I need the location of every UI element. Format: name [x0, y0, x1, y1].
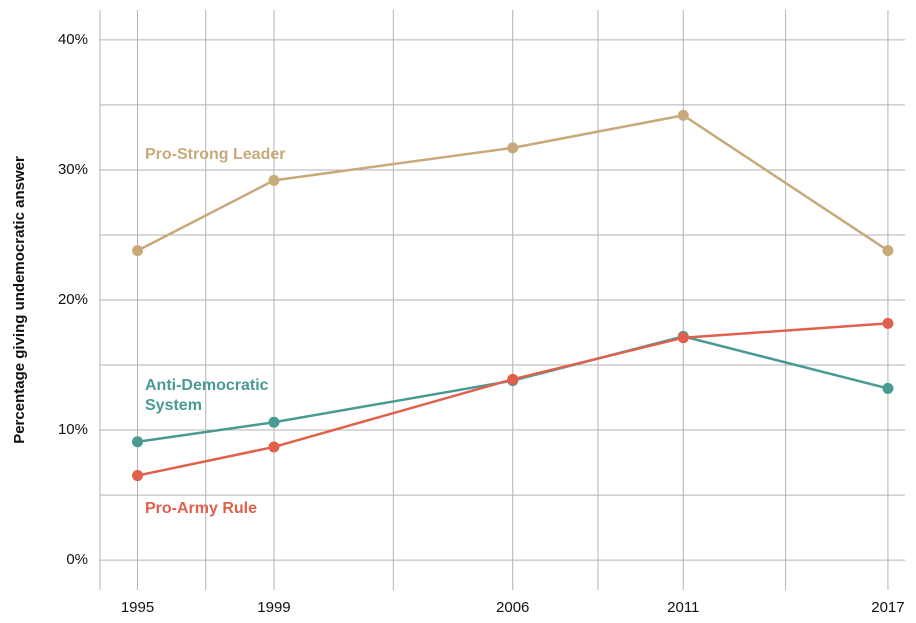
- x-tick-label: 2017: [871, 599, 904, 616]
- series-label: Pro-Strong Leader: [145, 146, 285, 163]
- x-tick-label: 1995: [121, 599, 154, 616]
- y-tick-label: 30%: [58, 161, 88, 178]
- y-tick-label: 40%: [58, 31, 88, 48]
- data-point: [132, 436, 144, 448]
- data-point: [268, 416, 280, 428]
- data-point: [882, 382, 894, 394]
- data-point: [268, 174, 280, 186]
- data-point: [882, 245, 894, 257]
- x-tick-label: 2011: [667, 599, 699, 616]
- series-label: Pro-Army Rule: [145, 500, 257, 517]
- y-axis-label: Percentage giving undemocratic answer: [11, 156, 28, 444]
- y-tick-label: 0%: [66, 551, 88, 568]
- series-label: Anti-Democratic System: [145, 377, 269, 414]
- data-point: [132, 245, 144, 257]
- x-tick-label: 2006: [496, 599, 529, 616]
- x-tick-label: 1999: [257, 599, 290, 616]
- data-point: [677, 332, 689, 344]
- data-point: [677, 109, 689, 121]
- data-point: [507, 373, 519, 385]
- series-label-line: System: [145, 397, 202, 414]
- data-point: [882, 317, 894, 329]
- data-point: [268, 441, 280, 453]
- data-point: [132, 470, 144, 482]
- y-tick-label: 10%: [58, 421, 88, 438]
- y-tick-label: 20%: [58, 291, 88, 308]
- series-label-line: Anti-Democratic: [145, 377, 269, 394]
- data-point: [507, 142, 519, 154]
